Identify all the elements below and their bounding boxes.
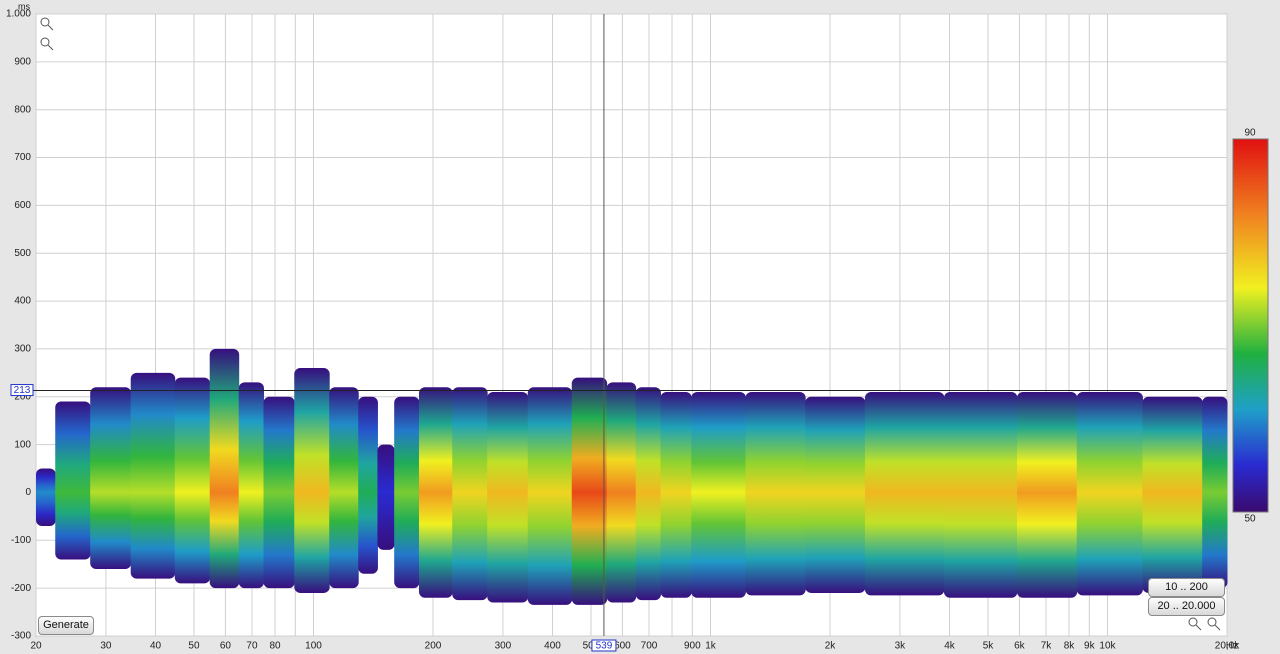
spectrum-band [660,391,692,598]
x-tick-label: 80 [269,641,281,652]
spectrum-band [635,387,662,601]
spectrum-band [329,387,359,589]
x-tick-label: 500 [583,641,600,652]
y-tick-label: 0 [25,487,31,498]
x-tick-label: 400 [544,641,561,652]
spectrum-band [130,372,176,579]
spectrum-band [358,396,378,574]
x-tick-label: 20,0k [1215,641,1240,652]
y-tick-label: 1.000 [6,9,31,20]
y-tick-label: 700 [14,152,31,163]
spectrum-band [55,401,91,560]
spectrum-band [90,387,132,570]
x-tick-label: 60 [220,641,232,652]
spectrum-band [377,444,395,550]
zoom-icons[interactable] [40,17,1221,631]
x-tick-label: 40 [150,641,162,652]
y-tick-label: -100 [11,535,31,546]
x-tick-label: 30 [100,641,112,652]
x-tick-label: 100 [305,641,322,652]
colorbar-min: 50 [1244,514,1256,525]
y-tick-label: 100 [14,439,31,450]
spectrum-band [1016,391,1078,598]
range-button[interactable]: 20 .. 20.000 [1148,597,1225,616]
x-tick-label: 5k [983,641,995,652]
y-tick-label: 500 [14,248,31,259]
y-tick-label: -300 [11,631,31,642]
cursor-x-label: 539 [596,641,613,652]
spectrum-band [209,348,240,589]
x-tick-label: 8k [1064,641,1076,652]
x-tick-label: 700 [641,641,658,652]
spectrum-band [174,377,211,584]
x-tick-label: 50 [188,641,200,652]
x-tick-label: 9k [1084,641,1096,652]
x-tick-label: 6k [1014,641,1026,652]
spectrum-band [394,396,420,589]
x-tick-label: 200 [425,641,442,652]
y-tick-label: 900 [14,56,31,67]
spectrum-band [238,382,265,589]
x-tick-label: 900 [684,641,701,652]
y-unit: ms [18,1,30,11]
x-tick-label: 1k [705,641,717,652]
x-tick-label: 3k [895,641,907,652]
spectrum-band [487,391,529,603]
x-tick-label: 600 [614,641,631,652]
spectrum-band [418,387,453,598]
spectrum-band [294,368,330,593]
spectrum-band [1202,396,1228,589]
spectrum-band [606,382,637,603]
spectrum-band [36,468,56,526]
spectrum-band [571,377,608,605]
x-tick-label: 300 [495,641,512,652]
spectrum-band [691,391,746,598]
colorbar-max: 90 [1244,128,1256,139]
x-tick-label: 10k [1099,641,1116,652]
x-tick-label: 20 [30,641,42,652]
colorbar [1232,138,1269,513]
y-tick-label: -200 [11,583,31,594]
spectrum-band [805,396,866,593]
range-button[interactable]: 10 .. 200 [1148,578,1225,597]
x-tick-label: 7k [1041,641,1053,652]
spectrum-band [1142,396,1203,593]
y-tick-label: 200 [14,391,31,402]
x-unit: Hz [1226,641,1238,652]
y-tick-label: 400 [14,296,31,307]
spectrum-band [452,387,488,601]
spectrum-band [263,396,295,589]
spectrum-band [1076,391,1143,596]
y-tick-label: 800 [14,104,31,115]
x-tick-label: 2k [825,641,837,652]
spectrum-band [745,391,806,596]
cursor-y-label: 213 [14,385,31,396]
cursor-y-box [10,384,34,397]
spectrum-band [527,387,573,605]
x-tick-label: 4k [944,641,956,652]
generate-button[interactable]: Generate [38,616,94,635]
x-tick-label: 70 [246,641,258,652]
spectrum-band [864,391,945,596]
cursor-x-box [591,639,617,652]
y-tick-label: 600 [14,200,31,211]
y-tick-label: 300 [14,344,31,355]
spectrum-band [943,391,1018,598]
